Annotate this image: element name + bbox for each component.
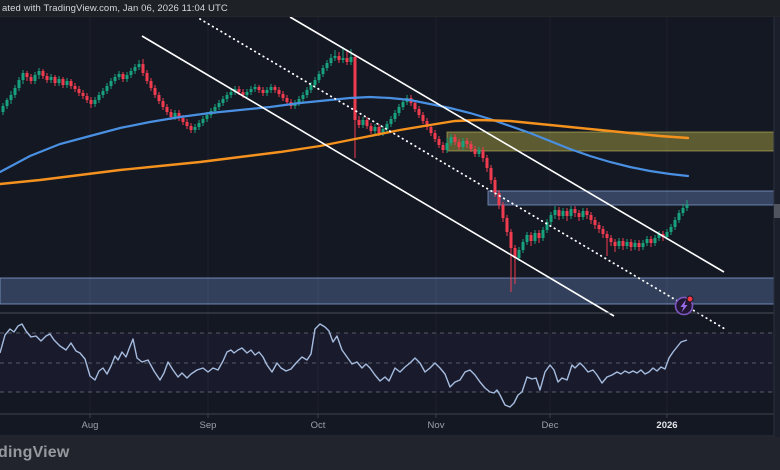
tradingview-logo-text[interactable]: dingView [0, 444, 70, 461]
pane-separators [0, 312, 780, 437]
price-zones [0, 131, 775, 305]
zone-resistance-yellow [446, 131, 775, 152]
time-axis[interactable]: Aug Sep Oct Nov Dec 2026 [0, 415, 774, 437]
attribution-text: ated with TradingView.com, Jan 06, 2026 … [2, 3, 228, 14]
x-axis-label-dec: Dec [541, 420, 559, 431]
x-axis-label-2026: 2026 [656, 420, 678, 431]
x-axis-label-sep: Sep [199, 420, 217, 431]
moving-averages [0, 95, 690, 186]
footer-bar: dingView [0, 437, 780, 470]
x-axis-label-oct: Oct [310, 420, 326, 431]
attribution-bar: ated with TradingView.com, Jan 06, 2026 … [0, 0, 780, 17]
channel-upper-line [289, 16, 725, 273]
price-tag [774, 204, 780, 218]
ma-fast-line [0, 95, 690, 178]
trend-channel [141, 16, 726, 330]
x-axis-label-aug: Aug [81, 420, 99, 431]
x-axis-label-nov: Nov [427, 420, 445, 431]
lightning-marker[interactable] [674, 295, 694, 316]
rsi-pane [0, 323, 774, 408]
channel-lower-line [141, 35, 615, 317]
zone-support-blue [0, 277, 775, 305]
price-scale[interactable] [773, 17, 780, 437]
lightning-bolt-icon [680, 299, 688, 313]
candles-layer [1, 47, 689, 292]
rsi-line [0, 323, 688, 408]
ma-slow-line [0, 118, 690, 186]
channel-dotted-midline [199, 18, 726, 330]
badge-dot [686, 295, 694, 303]
zone-resistance-blue [487, 190, 775, 206]
